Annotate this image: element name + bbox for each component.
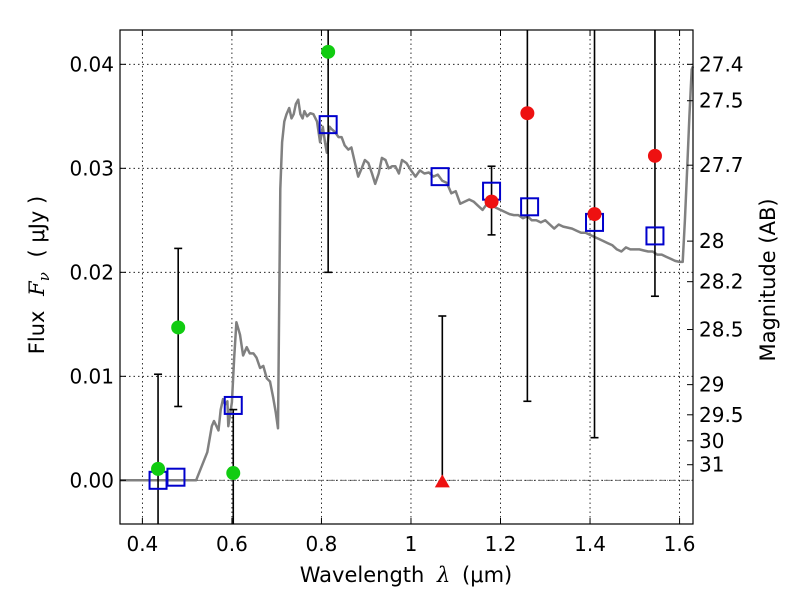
y-axis-label-units: ( μJy ) [25, 196, 49, 258]
magnitude-tick-label: 27.7 [699, 153, 744, 177]
plot-frame [119, 29, 694, 525]
y-axis-label-subscript: ν [35, 272, 53, 281]
x-axis-label-units: (μm) [462, 563, 512, 587]
magnitude-tick-label: 31 [699, 453, 724, 477]
magnitude-tick-label: 29 [699, 373, 724, 397]
x-axis-label-text: Wavelength [300, 563, 425, 587]
y-tick-layer: 0.00 0.01 0.02 0.03 0.04 [69, 52, 126, 492]
magnitude-tick-label: 27.5 [699, 89, 744, 113]
magnitude-tick-label: 28.2 [699, 270, 744, 294]
x-axis-label-symbol: λ [436, 563, 450, 587]
marker-layer [148, 44, 665, 490]
optical-detection-point [151, 461, 166, 476]
infrared-detection-point [587, 207, 602, 222]
optical-detection-point [226, 466, 241, 481]
magnitude-tick-label: 28.5 [699, 318, 744, 342]
infrared-detection-point [484, 194, 499, 209]
y-tick-label: 0.02 [69, 260, 114, 284]
x-tick-label: 1.6 [664, 532, 696, 556]
magnitude-tick-label: 30 [699, 429, 724, 453]
model-photometry-square [520, 197, 540, 217]
optical-detection-point [171, 320, 186, 335]
sed-model-line [120, 65, 695, 482]
model-photometry-square [166, 467, 186, 487]
x-tick-label: 1.4 [574, 532, 606, 556]
y-tick-label: 0.01 [69, 364, 114, 388]
magnitude-tick-label: 27.4 [699, 52, 744, 76]
y-tick-label: 0.03 [69, 156, 114, 180]
y-tick-label: 0.04 [69, 52, 114, 76]
y-axis-label: Flux Fν ( μJy ) [25, 196, 54, 354]
x-tick-label: 1 [405, 532, 418, 556]
grid-layer [120, 30, 693, 524]
magnitude-tick-label: 29.5 [699, 403, 744, 427]
x-tick-label: 0.8 [306, 532, 338, 556]
y-tick-label: 0.00 [69, 468, 114, 492]
model-photometry-square [430, 167, 450, 187]
error-bar-layer [154, 30, 659, 524]
x-tick-label: 0.6 [216, 532, 248, 556]
infrared-detection-point [520, 106, 535, 121]
sed-line-layer [120, 65, 695, 482]
model-photometry-square [645, 226, 665, 246]
x-axis-label: Wavelength λ (μm) [300, 563, 512, 587]
x-tick-label: 1.2 [485, 532, 517, 556]
y-axis-label-symbol: F [25, 280, 49, 297]
y-axis-label-text: Flux [25, 311, 49, 355]
x-tick-layer: 0.4 0.6 0.8 1 1.2 1.4 1.6 [126, 30, 695, 556]
model-photometry-square [318, 115, 338, 135]
x-tick-label: 0.4 [126, 532, 158, 556]
upper-limit-triangle [434, 474, 450, 488]
y2-axis-label: Magnitude (AB) [756, 198, 780, 361]
model-photometry-square [223, 395, 243, 415]
infrared-detection-point [647, 148, 662, 163]
magnitude-tick-label: 28 [699, 229, 724, 253]
optical-detection-point [321, 44, 336, 59]
